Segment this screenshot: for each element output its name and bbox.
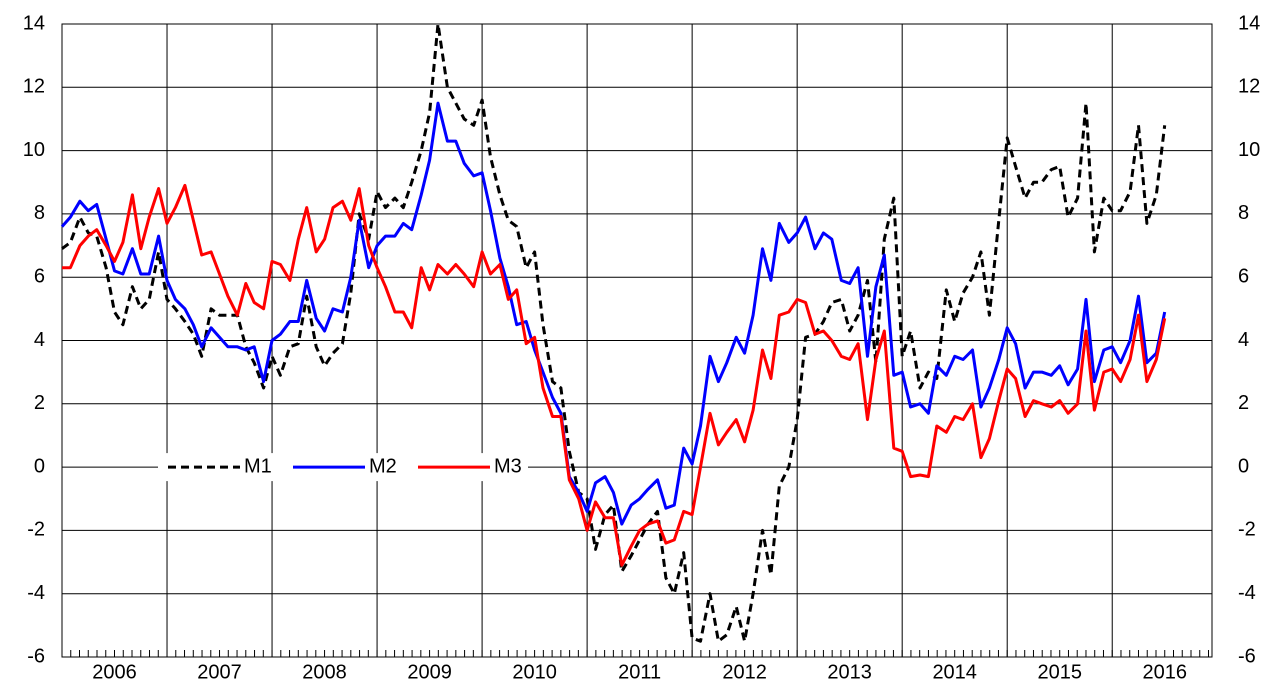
y-tick-label: 8 <box>34 202 45 224</box>
y2-tick-label: 8 <box>1238 202 1249 224</box>
y2-tick-label: 14 <box>1238 12 1260 34</box>
x-tick-label: 2009 <box>407 661 452 683</box>
x-tick-label: 2007 <box>197 661 242 683</box>
x-tick-label: 2006 <box>92 661 137 683</box>
y-tick-label: 0 <box>34 455 45 477</box>
legend: M1 M2 M3 <box>158 453 528 482</box>
y-tick-label: 10 <box>23 139 45 161</box>
x-tick-label: 2012 <box>722 661 767 683</box>
series-line <box>62 183 1167 567</box>
legend-label: M3 <box>494 455 522 477</box>
y-tick-label: -6 <box>27 645 45 667</box>
x-tick-label: 2008 <box>302 661 347 683</box>
y2-tick-label: 4 <box>1238 329 1249 351</box>
y-tick-label: 2 <box>34 392 45 414</box>
y2-tick-label: 2 <box>1238 392 1249 414</box>
x-tick-label: 2011 <box>618 661 661 683</box>
y2-tick-label: 6 <box>1238 265 1249 287</box>
x-tick-label: 2013 <box>827 661 872 683</box>
y2-tick-label: -2 <box>1238 519 1256 541</box>
y-tick-label: 6 <box>34 265 45 287</box>
y-tick-label: -4 <box>27 582 45 604</box>
x-tick-label: 2016 <box>1142 661 1187 683</box>
y2-tick-label: 10 <box>1238 139 1260 161</box>
y-tick-label: -2 <box>27 519 45 541</box>
y-tick-label: 14 <box>23 12 45 34</box>
x-tick-label: 2010 <box>512 661 557 683</box>
y-tick-label: 4 <box>34 329 45 351</box>
y2-tick-label: 12 <box>1238 76 1260 98</box>
series-line <box>60 101 1167 526</box>
series-line <box>61 22 1167 643</box>
x-tick-label: 2015 <box>1037 661 1082 683</box>
y2-tick-label: -6 <box>1238 645 1256 667</box>
y2-tick-label: 0 <box>1238 455 1249 477</box>
grid <box>61 23 1212 658</box>
legend-label: M2 <box>369 455 397 477</box>
y2-tick-label: -4 <box>1238 582 1256 604</box>
lines <box>60 22 1167 643</box>
x-tick-label: 2014 <box>932 661 977 683</box>
legend-label: M1 <box>244 455 272 477</box>
y-tick-label: 12 <box>23 76 45 98</box>
